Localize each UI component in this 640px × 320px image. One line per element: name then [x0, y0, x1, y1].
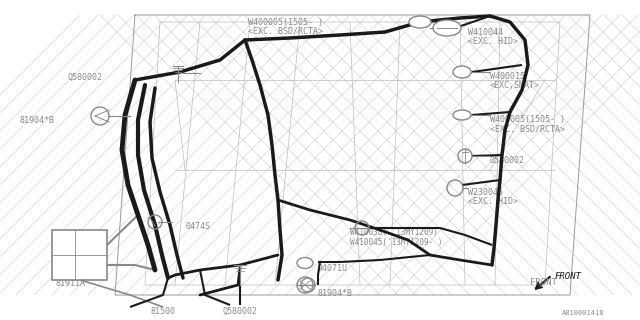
Text: FRONT: FRONT [555, 272, 582, 281]
Ellipse shape [453, 66, 471, 78]
Text: 81911A: 81911A [55, 279, 85, 288]
Text: FRONT: FRONT [530, 278, 557, 287]
Text: W410044: W410044 [468, 28, 503, 37]
Text: <EXC. BSD/RCTA>: <EXC. BSD/RCTA> [248, 27, 323, 36]
Text: 81904*B: 81904*B [318, 289, 353, 298]
Text: A810001418: A810001418 [562, 310, 605, 316]
Ellipse shape [433, 20, 461, 36]
Text: 94071U: 94071U [318, 264, 348, 273]
Text: <EXC. BSD/RCTA>: <EXC. BSD/RCTA> [490, 124, 565, 133]
Text: Q580002: Q580002 [67, 73, 102, 82]
Text: W410038(-'13MY1209): W410038(-'13MY1209) [350, 228, 438, 237]
Ellipse shape [409, 16, 431, 28]
Text: <EXC,SMAT>: <EXC,SMAT> [490, 81, 540, 90]
Text: <EXC. HID>: <EXC. HID> [468, 37, 518, 46]
Ellipse shape [453, 110, 471, 120]
Ellipse shape [297, 258, 313, 268]
Text: 0580002: 0580002 [490, 156, 525, 165]
Text: 0474S: 0474S [185, 222, 210, 231]
Text: W400005(1505- ): W400005(1505- ) [490, 115, 565, 124]
Text: 81500: 81500 [150, 307, 175, 316]
Text: 81904*B: 81904*B [20, 116, 55, 125]
Text: W410045('13MY1209- ): W410045('13MY1209- ) [350, 238, 442, 247]
Text: Q580002: Q580002 [223, 307, 257, 316]
Text: <EXC. HID>: <EXC. HID> [468, 197, 518, 206]
FancyBboxPatch shape [52, 230, 107, 280]
Text: W230046: W230046 [468, 188, 503, 197]
Text: W400005(1505- ): W400005(1505- ) [248, 18, 323, 27]
Text: W400015: W400015 [490, 72, 525, 81]
